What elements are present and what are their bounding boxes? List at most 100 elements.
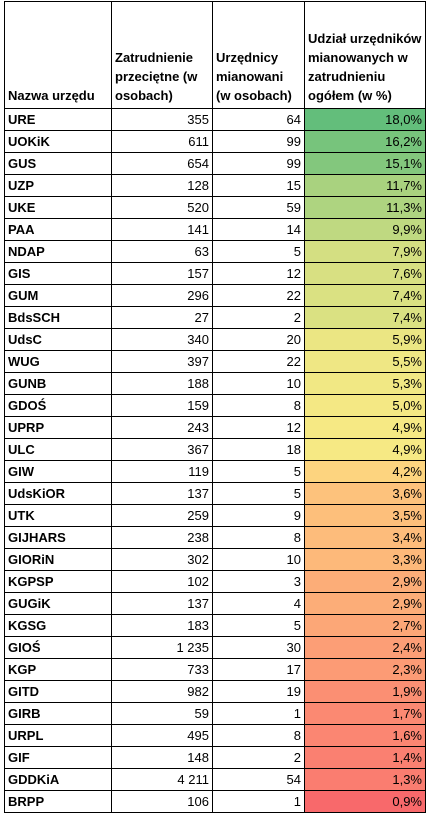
office-name-cell: GUNB [4,372,112,395]
share-cell: 5,0% [304,394,426,417]
table-row: GIW 119 5 4,2% [4,460,426,483]
appointed-cell: 54 [212,768,305,791]
table-row: GIJHARS 238 8 3,4% [4,526,426,549]
table-row: UPRP 243 12 4,9% [4,416,426,439]
share-cell: 18,0% [304,108,426,131]
share-cell: 2,3% [304,658,426,681]
table-row: GUGiK 137 4 2,9% [4,592,426,615]
table-row: UZP 128 15 11,7% [4,174,426,197]
appointed-cell: 22 [212,284,305,307]
header-appointed: Urzędnicy mianowani (w osobach) [212,1,305,109]
employment-cell: 397 [111,350,213,373]
table-row: URPL 495 8 1,6% [4,724,426,747]
office-name-cell: KGP [4,658,112,681]
employment-cell: 128 [111,174,213,197]
appointed-cell: 5 [212,460,305,483]
share-cell: 1,7% [304,702,426,725]
share-cell: 15,1% [304,152,426,175]
office-name-cell: GIOŚ [4,636,112,659]
header-share: Udział urzędników mianowanych w zatrudni… [304,1,426,109]
share-cell: 0,9% [304,790,426,813]
office-name-cell: URE [4,108,112,131]
employment-cell: 495 [111,724,213,747]
office-name-cell: GUGiK [4,592,112,615]
table-row: BRPP 106 1 0,9% [4,790,426,813]
office-name-cell: ULC [4,438,112,461]
table-row: GIS 157 12 7,6% [4,262,426,285]
table-row: GUNB 188 10 5,3% [4,372,426,395]
employment-cell: 611 [111,130,213,153]
share-cell: 11,7% [304,174,426,197]
share-cell: 3,3% [304,548,426,571]
office-name-cell: UOKiK [4,130,112,153]
office-name-cell: UTK [4,504,112,527]
employment-cell: 137 [111,592,213,615]
share-cell: 7,4% [304,306,426,329]
employment-cell: 4 211 [111,768,213,791]
appointed-cell: 30 [212,636,305,659]
share-cell: 2,7% [304,614,426,637]
share-cell: 9,9% [304,218,426,241]
share-cell: 1,4% [304,746,426,769]
employment-cell: 367 [111,438,213,461]
employment-cell: 106 [111,790,213,813]
office-name-cell: GIS [4,262,112,285]
share-cell: 3,5% [304,504,426,527]
appointed-cell: 64 [212,108,305,131]
appointed-cell: 99 [212,130,305,153]
office-name-cell: UdsC [4,328,112,351]
table-row: UKE 520 59 11,3% [4,196,426,219]
office-name-cell: UKE [4,196,112,219]
table-row: GITD 982 19 1,9% [4,680,426,703]
table-row: GIRB 59 1 1,7% [4,702,426,725]
appointed-cell: 4 [212,592,305,615]
office-name-cell: KGSG [4,614,112,637]
table-row: GIOŚ 1 235 30 2,4% [4,636,426,659]
table-row: PAA 141 14 9,9% [4,218,426,241]
employment-cell: 259 [111,504,213,527]
appointed-cell: 18 [212,438,305,461]
table-row: GUM 296 22 7,4% [4,284,426,307]
table-row: URE 355 64 18,0% [4,108,426,131]
table-row: GUS 654 99 15,1% [4,152,426,175]
employment-cell: 1 235 [111,636,213,659]
appointed-cell: 3 [212,570,305,593]
office-name-cell: BRPP [4,790,112,813]
share-cell: 1,6% [304,724,426,747]
appointed-cell: 22 [212,350,305,373]
appointed-cell: 20 [212,328,305,351]
table-row: NDAP 63 5 7,9% [4,240,426,263]
table-row: UdsKiOR 137 5 3,6% [4,482,426,505]
office-name-cell: NDAP [4,240,112,263]
appointed-cell: 12 [212,262,305,285]
share-cell: 4,9% [304,438,426,461]
table-row: KGSG 183 5 2,7% [4,614,426,637]
office-name-cell: PAA [4,218,112,241]
office-name-cell: GIW [4,460,112,483]
appointed-cell: 5 [212,240,305,263]
table-row: UTK 259 9 3,5% [4,504,426,527]
employment-cell: 355 [111,108,213,131]
office-name-cell: BdsSCH [4,306,112,329]
share-cell: 2,4% [304,636,426,659]
employment-cell: 733 [111,658,213,681]
appointed-cell: 8 [212,526,305,549]
share-cell: 1,9% [304,680,426,703]
table-row: BdsSCH 27 2 7,4% [4,306,426,329]
appointed-cell: 1 [212,702,305,725]
employment-cell: 59 [111,702,213,725]
table-row: KGP 733 17 2,3% [4,658,426,681]
header-row: Nazwa urzędu Zatrudnienie przeciętne (w … [4,1,426,109]
table-row: GIORiN 302 10 3,3% [4,548,426,571]
office-name-cell: GIF [4,746,112,769]
appointed-cell: 8 [212,724,305,747]
employment-cell: 243 [111,416,213,439]
share-cell: 11,3% [304,196,426,219]
table-row: ULC 367 18 4,9% [4,438,426,461]
appointed-cell: 10 [212,548,305,571]
appointed-cell: 9 [212,504,305,527]
office-name-cell: URPL [4,724,112,747]
employment-cell: 302 [111,548,213,571]
table-row: GDOŚ 159 8 5,0% [4,394,426,417]
table-body: URE 355 64 18,0% UOKiK 611 99 16,2% GUS 654 99 15,1… [4,108,426,813]
